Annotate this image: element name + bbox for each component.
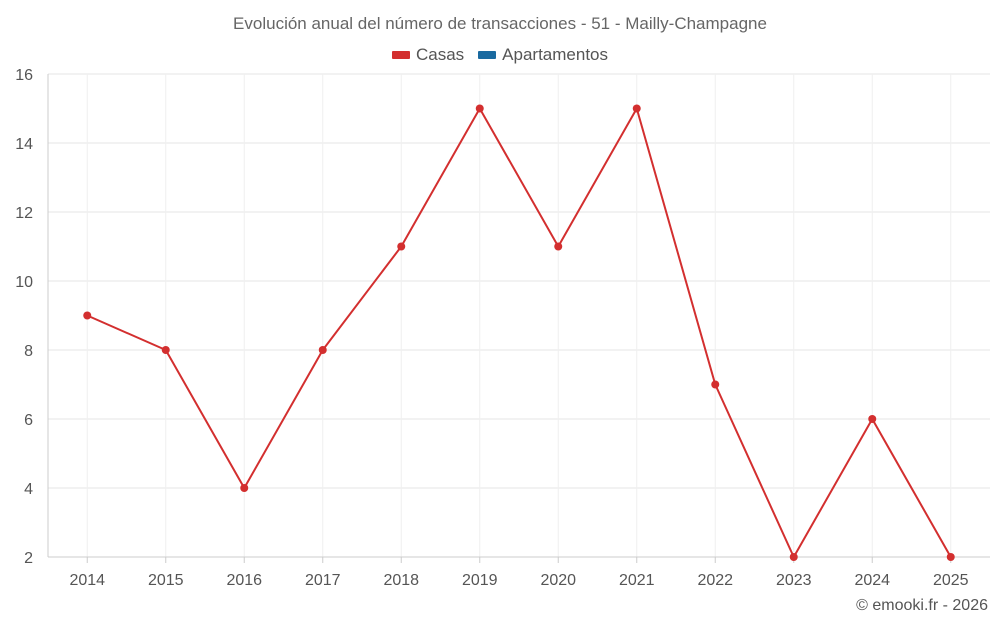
series-line-casas: [86, 107, 952, 558]
y-tick-label: 4: [24, 481, 33, 498]
x-tick-label: 2018: [383, 572, 419, 589]
y-tick-label: 14: [15, 136, 33, 153]
legend-item-apartamentos[interactable]: Apartamentos: [478, 45, 608, 65]
x-tick-label: 2015: [148, 572, 184, 589]
data-point-2022: [711, 380, 720, 389]
x-tick-label: 2016: [226, 572, 262, 589]
x-tick-label: 2024: [854, 572, 890, 589]
y-tick-label: 16: [15, 67, 33, 84]
chart-title: Evolución anual del número de transaccio…: [233, 14, 767, 33]
y-tick-label: 6: [24, 412, 33, 429]
credit-text: © emooki.fr - 2026: [856, 597, 988, 614]
data-point-2014: [83, 311, 92, 320]
data-point-2023: [789, 553, 798, 561]
legend-swatch-apartamentos: [478, 51, 497, 59]
x-tick-label: 2017: [305, 572, 341, 589]
legend-item-casas[interactable]: Casas: [391, 45, 465, 65]
x-tick-label: 2022: [697, 572, 733, 589]
legend-label-apartamentos: Apartamentos: [502, 45, 609, 64]
data-point-2021: [632, 104, 641, 113]
y-tick-label: 10: [15, 274, 33, 291]
data-point-2025: [946, 553, 955, 561]
x-tick-label: 2019: [462, 572, 498, 589]
legend-swatch-casas: [391, 51, 410, 59]
x-tick-label: 2025: [933, 572, 969, 589]
data-point-2015: [161, 346, 170, 354]
y-tick-label: 2: [24, 550, 33, 567]
x-tick-label: 2023: [776, 572, 812, 589]
y-tick-label: 12: [15, 205, 33, 222]
data-point-2017: [318, 346, 327, 354]
y-tick-label: 8: [24, 343, 33, 360]
data-point-2020: [554, 242, 563, 251]
legend: Casas Apartamentos: [0, 45, 1000, 65]
data-point-2018: [397, 242, 406, 251]
legend-label-casas: Casas: [415, 45, 465, 64]
x-tick-label: 2021: [619, 572, 655, 589]
data-point-2016: [240, 484, 249, 492]
x-tick-label: 2020: [540, 572, 576, 589]
data-point-2024: [868, 415, 877, 423]
x-tick-label: 2014: [69, 572, 105, 589]
data-point-2019: [475, 104, 484, 113]
